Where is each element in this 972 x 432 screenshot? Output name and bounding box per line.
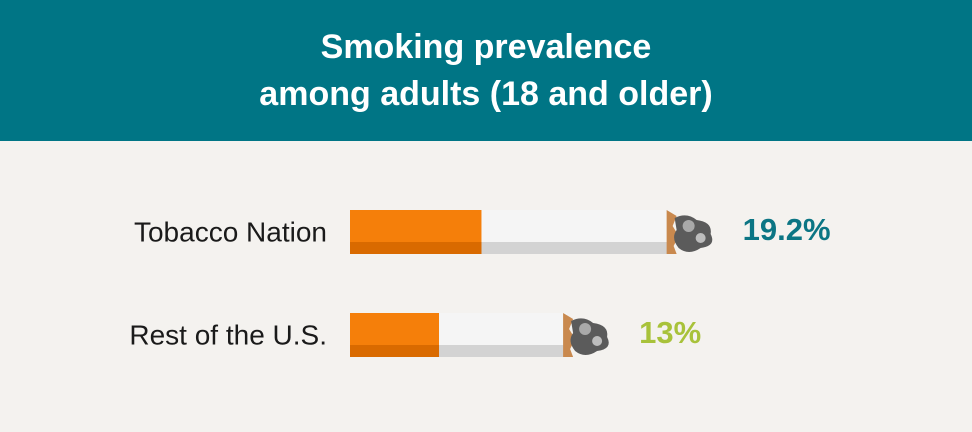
value-label: 13% — [639, 315, 701, 350]
ash-light — [579, 323, 592, 335]
ember — [666, 210, 679, 254]
ember — [563, 313, 576, 357]
ash-light — [695, 233, 706, 243]
ash — [570, 318, 609, 355]
filter-shadow — [350, 242, 482, 254]
category-label: Tobacco Nation — [134, 216, 327, 247]
header: Smoking prevalence among adults (18 and … — [0, 0, 972, 141]
value-label: 19.2% — [743, 212, 831, 247]
cigarette — [350, 210, 713, 254]
category-label: Rest of the U.S. — [129, 319, 327, 350]
cigarette — [350, 313, 609, 357]
filter-shadow — [350, 345, 440, 357]
ash-light — [592, 336, 603, 346]
chart-title: Smoking prevalence among adults (18 and … — [259, 27, 713, 113]
ash-light — [682, 220, 695, 232]
ash — [674, 215, 713, 252]
chart: Tobacco Nation 19.2% Rest of the U.S. 13% — [129, 210, 831, 357]
